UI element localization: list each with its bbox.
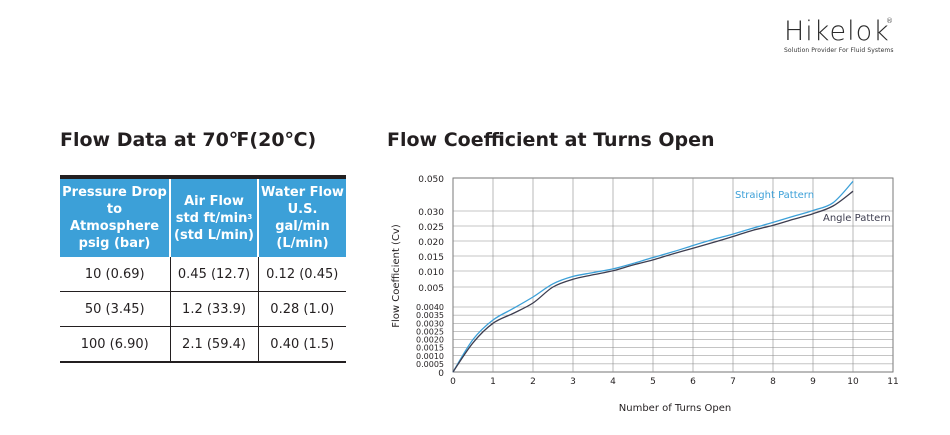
y-tick-label: 0.005 xyxy=(418,284,444,294)
y-tick-label: 0.0035 xyxy=(416,311,444,320)
x-tick-label: 0 xyxy=(450,377,456,387)
chart-title: Flow Coefficient at Turns Open xyxy=(387,129,715,151)
header-air-flow: Air Flow std ft/min3 (std L/min) xyxy=(169,177,258,257)
y-tick-label: 0.030 xyxy=(418,208,444,218)
table-cell: 2.1 (59.4) xyxy=(169,326,258,362)
header-line: Pressure Drop xyxy=(62,185,167,200)
series-label-angle: Angle Pattern xyxy=(823,213,891,224)
chart-series xyxy=(452,180,854,373)
table-row: 50 (3.45) 1.2 (33.9) 0.28 (1.0) xyxy=(60,291,346,327)
y-tick-label: 0.0020 xyxy=(416,336,444,345)
header-line: U.S. gal/min xyxy=(275,202,330,234)
table-cell: 10 (0.69) xyxy=(84,266,145,282)
table-header-row: Pressure Drop to Atmosphere psig (bar) A… xyxy=(60,177,346,257)
series-line-straight-pattern xyxy=(452,180,854,373)
table-row: 10 (0.69) 0.45 (12.7) 0.12 (0.45) xyxy=(60,257,346,292)
chart-grid xyxy=(452,177,894,373)
header-line: Water Flow xyxy=(261,185,344,200)
chart-ticks: 0 1 2 3 4 5 6 7 8 9 10 11 0.050 0.030 0.025 0.020 0.015 0… xyxy=(416,175,899,387)
y-tick-label: 0.0005 xyxy=(416,360,444,369)
table-cell: 1.2 (33.9) xyxy=(169,291,258,327)
header-line: (std L/min) xyxy=(174,227,254,243)
air-unit-text: std ft/min xyxy=(175,210,248,226)
x-tick-label: 10 xyxy=(847,377,859,387)
table-row: 100 (6.90) 2.1 (59.4) 0.40 (1.5) xyxy=(60,326,346,362)
x-tick-label: 1 xyxy=(490,377,496,387)
header-pressure-drop: Pressure Drop to Atmosphere psig (bar) xyxy=(60,177,170,257)
x-tick-label: 5 xyxy=(650,377,656,387)
header-line: (L/min) xyxy=(276,236,329,251)
brand-logo: Hikelok ® Solution Provider For Fluid Sy… xyxy=(784,16,904,54)
y-tick-label: 0.010 xyxy=(418,268,444,278)
y-tick-label: 0.0030 xyxy=(416,319,444,328)
plot-frame xyxy=(452,177,894,373)
x-tick-label: 2 xyxy=(530,377,536,387)
table-cell: 0.40 (1.5) xyxy=(257,326,346,362)
y-tick-label: 0 xyxy=(438,369,444,379)
x-tick-label: 4 xyxy=(610,377,616,387)
table-cell: 0.28 (1.0) xyxy=(257,291,346,327)
x-tick-label: 8 xyxy=(770,377,776,387)
table-cell: 100 (6.90) xyxy=(60,326,170,362)
x-axis-label: Number of Turns Open xyxy=(619,403,731,414)
series-line-angle-pattern xyxy=(452,190,854,373)
header-line: to Atmosphere xyxy=(69,202,160,234)
series-label-straight: Straight Pattern xyxy=(735,190,814,201)
flow-data-title: Flow Data at 70℉(20℃) xyxy=(60,129,317,151)
header-line: psig (bar) xyxy=(78,236,151,251)
y-tick-label: 0.0040 xyxy=(416,303,444,312)
flow-data-table: Pressure Drop to Atmosphere psig (bar) A… xyxy=(60,175,346,363)
y-tick-label: 0.0015 xyxy=(416,344,444,353)
y-axis-label: Flow Coefficient (Cv) xyxy=(391,224,402,328)
y-tick-label: 0.015 xyxy=(418,253,444,263)
header-water-flow: Water Flow U.S. gal/min (L/min) xyxy=(257,177,346,257)
table-cell: 0.45 (12.7) xyxy=(169,257,258,292)
x-tick-label: 11 xyxy=(887,377,898,387)
header-line: Air Flow xyxy=(184,193,244,209)
table-cell: 50 (3.45) xyxy=(60,291,170,327)
air-unit-superscript: 3 xyxy=(247,212,253,221)
header-line: std ft/min3 xyxy=(173,210,255,227)
y-tick-label: 0.0010 xyxy=(416,352,444,361)
x-tick-label: 7 xyxy=(730,377,736,387)
y-tick-label: 0.020 xyxy=(418,238,444,248)
x-tick-label: 3 xyxy=(570,377,576,387)
x-tick-label: 9 xyxy=(810,377,816,387)
registered-mark: ® xyxy=(886,17,893,25)
y-tick-label: 0.050 xyxy=(418,175,444,185)
x-tick-label: 6 xyxy=(690,377,696,387)
brand-tagline: Solution Provider For Fluid Systems xyxy=(784,47,894,54)
y-tick-label: 0.025 xyxy=(418,223,444,233)
brand-name: Hikelok xyxy=(784,16,890,47)
y-tick-label: 0.0025 xyxy=(416,327,444,336)
table-cell: 0.12 (0.45) xyxy=(257,257,346,292)
